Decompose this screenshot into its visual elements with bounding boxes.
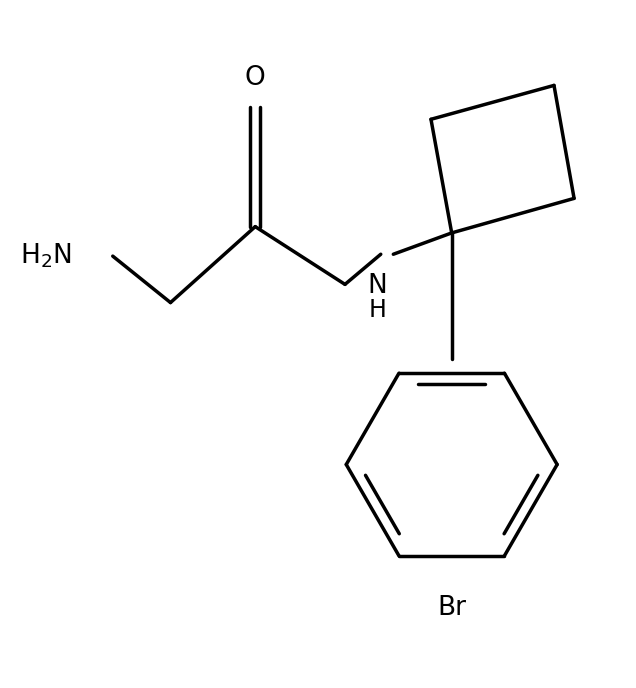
Text: H$_2$N: H$_2$N [20, 242, 72, 270]
Text: H: H [369, 298, 387, 322]
Text: O: O [245, 65, 266, 91]
Text: N: N [368, 273, 387, 299]
Text: Br: Br [437, 595, 466, 621]
